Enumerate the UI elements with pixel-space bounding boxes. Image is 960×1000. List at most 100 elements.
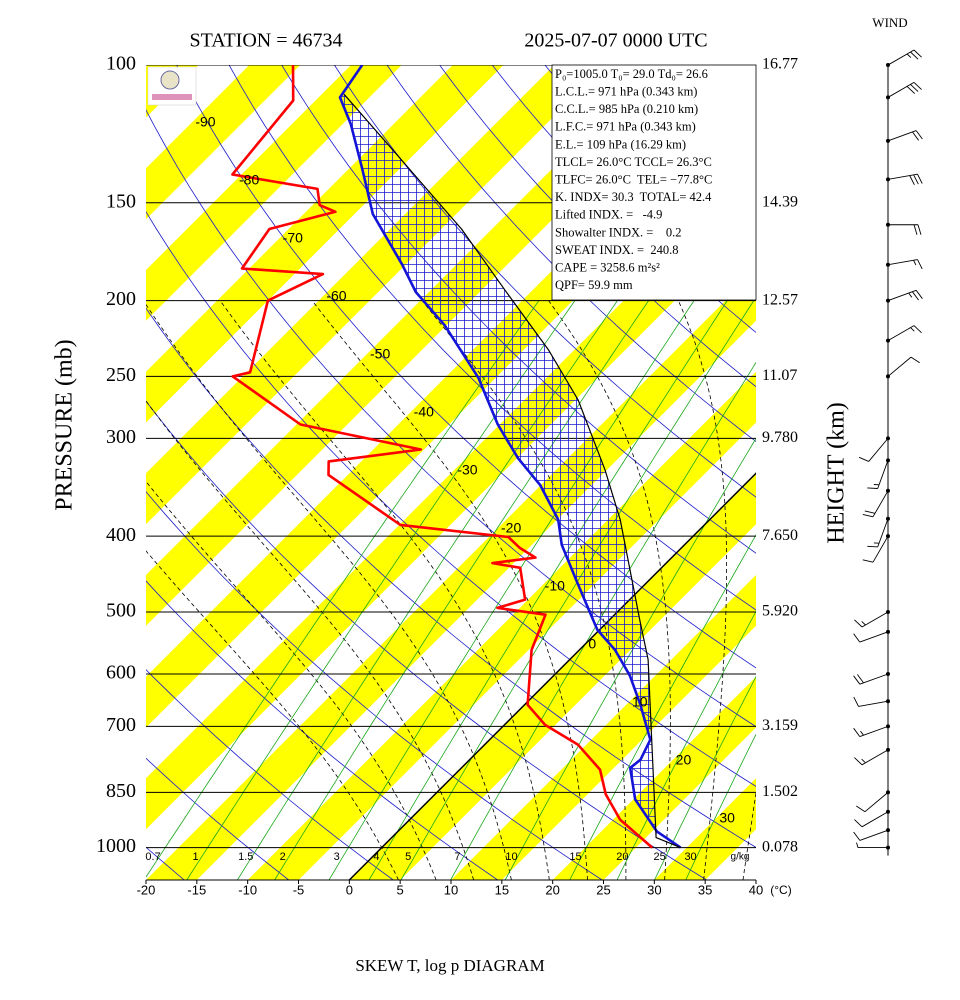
isotherm-band — [146, 168, 756, 830]
wind-barb — [853, 631, 889, 643]
mixing-ratio-label: 2 — [280, 851, 286, 863]
moist-adiabat — [146, 303, 512, 880]
wind-point — [886, 338, 890, 343]
x-tick-label: 40 — [749, 882, 763, 897]
mixing-ratio-label: 25 — [653, 851, 665, 863]
isotherm-band — [0, 65, 97, 880]
isotherm-band — [146, 65, 301, 220]
isotherm-band — [756, 65, 960, 880]
y-tick-label: 200 — [106, 288, 136, 310]
text-layer: STATION = 46734 2025-07-07 0000 UTC WIND… — [52, 15, 923, 975]
isotherm-label: -20 — [501, 520, 521, 536]
dry-adiabat — [861, 65, 960, 880]
y-tick-label: 250 — [106, 364, 136, 386]
isotherm-band — [146, 65, 402, 321]
y-tick-label: 100 — [106, 53, 136, 75]
mixing-ratio-label: 0.7 — [145, 851, 160, 863]
y-tick-label: 700 — [106, 714, 136, 736]
isotherm-label: -50 — [370, 346, 390, 362]
wind-barb — [887, 173, 923, 186]
wind-barb — [853, 725, 889, 738]
info-line: L.F.C.= 971 hPa (0.343 km) — [555, 120, 696, 134]
wind-point — [886, 845, 890, 850]
isotherm-label: 20 — [676, 752, 692, 768]
wind-point — [886, 629, 890, 634]
wind-barb — [856, 842, 889, 849]
wind-point — [886, 747, 890, 752]
time-title: 2025-07-07 0000 UTC — [524, 30, 707, 52]
isotherm-band — [146, 65, 606, 525]
mixing-ratio-label: 3 — [334, 851, 340, 863]
wind-barb — [887, 259, 923, 270]
moist-adiabat — [311, 300, 588, 880]
height-label: 5.920 — [762, 603, 798, 620]
mixing-ratio-line — [685, 733, 756, 880]
wind-point — [886, 809, 890, 814]
x-tick-label: -5 — [293, 882, 305, 897]
info-line: L.C.L.= 971 hPa (0.343 km) — [555, 84, 697, 98]
wind-barb — [853, 673, 889, 685]
wind-point — [886, 177, 890, 182]
parcel-line — [343, 93, 681, 849]
x-tick-label: 35 — [698, 882, 712, 897]
isotherm-label: -10 — [545, 578, 565, 594]
logo-emblem — [160, 70, 180, 90]
wind-barb — [854, 611, 889, 628]
height-label: 7.650 — [762, 527, 798, 544]
y-tick-label: 850 — [106, 780, 136, 802]
wind-point — [886, 724, 890, 729]
mixing-ratio-line — [368, 300, 728, 880]
mixing-ratio-label: 4 — [373, 851, 379, 863]
wind-barb — [854, 811, 889, 828]
wind-barb — [856, 792, 889, 813]
cape-area — [340, 94, 657, 838]
height-label: 1.502 — [762, 783, 798, 800]
y-tick-label: 600 — [106, 662, 136, 684]
isotherm-label: 0 — [588, 636, 596, 652]
info-line: CAPE = 3258.6 m²s² — [555, 260, 660, 274]
wind-barb — [887, 82, 922, 98]
mixing-ratio-line — [146, 300, 540, 878]
mixing-ratio-label: 30 — [684, 851, 696, 863]
isotherm-label: 30 — [719, 810, 735, 826]
x-unit: (°C) — [770, 883, 791, 897]
wind-barb — [862, 490, 889, 518]
x-tick-label: 5 — [397, 882, 404, 897]
info-line: TLCL= 26.0°C TCCL= 26.3°C — [555, 155, 712, 169]
dry-adiabat — [146, 580, 498, 880]
logo-bar — [152, 94, 192, 100]
wind-point — [886, 610, 890, 615]
moist-adiabat — [146, 550, 399, 880]
dewpoint-line — [231, 65, 654, 849]
temperature-line — [338, 65, 682, 849]
mixing-ratio-line — [328, 300, 695, 880]
dry-adiabat — [146, 669, 394, 880]
mixing-ratio-label: 1.5 — [238, 851, 253, 863]
isotherm-label: -40 — [414, 404, 434, 420]
x-tick-label: 20 — [545, 882, 559, 897]
wind-barb — [853, 829, 889, 841]
x-axis-title: SKEW T, log p DIAGRAM — [355, 956, 544, 975]
dry-adiabat — [146, 307, 756, 848]
wind-barb — [867, 518, 889, 548]
moist-adiabat — [146, 400, 475, 880]
y-tick-label: 400 — [106, 524, 136, 546]
x-tick-label: 25 — [596, 882, 610, 897]
dry-adiabat — [755, 65, 756, 67]
y-tick-label: 300 — [106, 426, 136, 448]
y-tick-label: 1000 — [96, 835, 136, 857]
isotherm-label: -70 — [283, 230, 303, 246]
mixing-ratio-line — [569, 534, 756, 880]
x-tick-label: -20 — [137, 882, 156, 897]
mixing-ratio-label: 20 — [616, 851, 628, 863]
mixing-ratio-line — [274, 300, 649, 880]
info-line: QPF= 59.9 mm — [555, 278, 633, 292]
dry-adiabat — [146, 400, 707, 880]
mixing-ratio-unit: g/kg — [731, 852, 750, 863]
wind-barb — [887, 224, 922, 235]
info-line: TLFC= 26.0°C TEL= −77.8°C — [555, 172, 712, 186]
height-label: 0.078 — [762, 838, 798, 855]
zero-isotherm — [348, 472, 756, 880]
moist-adiabat — [742, 790, 756, 880]
